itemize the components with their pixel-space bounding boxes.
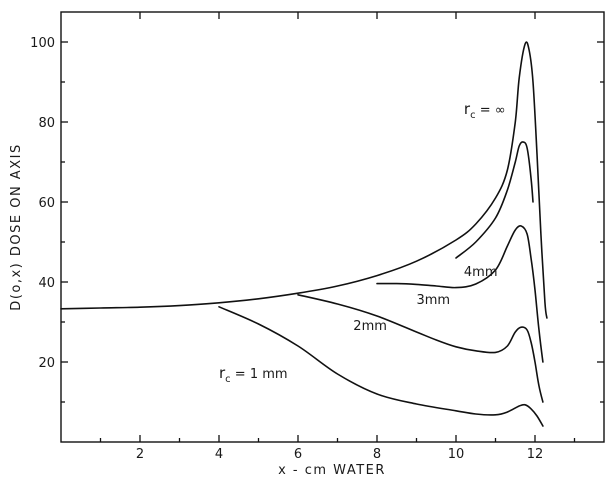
- x-tick-label: 2: [136, 447, 144, 462]
- x-tick-label: 8: [373, 447, 381, 462]
- series-curves: [60, 41, 548, 427]
- x-tick-label: 6: [294, 447, 302, 462]
- series-line-1: [455, 141, 534, 259]
- y-tick-label: 60: [38, 196, 55, 211]
- y-axis-label: D(o,x) DOSE ON AXIS: [9, 143, 24, 310]
- series-line-4: [218, 306, 544, 427]
- curve-label-0: rc = ∞: [464, 100, 506, 121]
- series-line-2: [376, 225, 544, 363]
- series-line-0: [60, 41, 548, 319]
- curve-label-4: rc = 1 mm: [219, 364, 288, 385]
- x-tick-label: 4: [215, 447, 223, 462]
- plot-frame: [60, 11, 605, 443]
- axis-ticks: [61, 12, 604, 442]
- y-tick-label: 40: [38, 276, 55, 291]
- curve-label-1: 4mm: [464, 265, 498, 280]
- x-tick-label: 12: [527, 447, 544, 462]
- x-axis-label: x - cm WATER: [278, 463, 386, 478]
- y-tick-label: 100: [30, 36, 55, 51]
- curve-label-3: 2mm: [353, 319, 387, 334]
- tick-labels: 2 4 6 8 10 12 20 40 60 80 100: [30, 36, 543, 462]
- curve-annotations: rc = ∞ 4mm 3mm 2mm rc = 1 mm: [219, 100, 506, 385]
- curve-label-2: 3mm: [417, 293, 451, 308]
- y-tick-label: 80: [38, 116, 55, 131]
- series-line-3: [297, 294, 544, 403]
- x-tick-label: 10: [448, 447, 465, 462]
- y-tick-label: 20: [38, 356, 55, 371]
